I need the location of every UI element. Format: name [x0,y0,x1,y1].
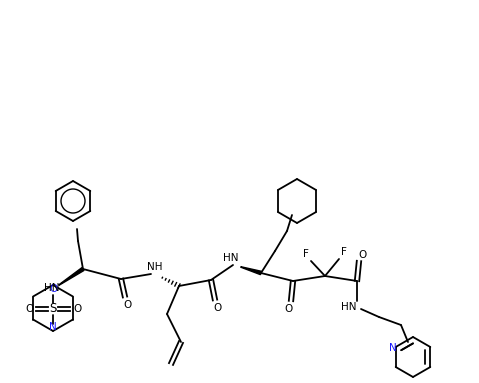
Text: NH: NH [147,262,163,272]
Text: O: O [213,303,221,313]
Text: F: F [303,249,309,259]
Text: HN: HN [44,283,60,293]
Text: O: O [73,304,81,314]
Text: N: N [389,343,397,353]
Text: F: F [341,247,347,257]
Text: HN: HN [341,302,357,312]
Text: O: O [49,285,57,295]
Text: N: N [49,322,57,332]
Text: HN: HN [223,253,239,263]
Polygon shape [241,267,262,275]
Text: O: O [25,304,33,314]
Text: O: O [285,304,293,314]
Text: O: O [359,250,367,260]
Text: S: S [49,303,57,316]
Text: O: O [123,300,131,310]
Polygon shape [59,268,84,285]
